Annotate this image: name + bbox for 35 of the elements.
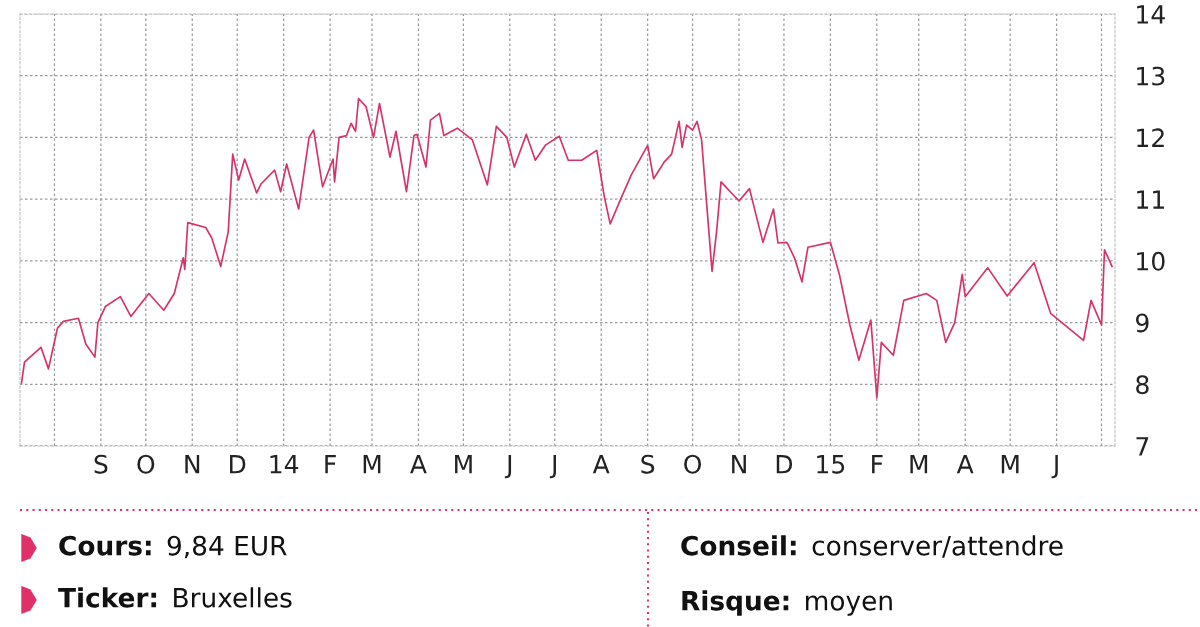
x-tick-label: J bbox=[504, 455, 512, 479]
text: Conseil: conserver/attendre bbox=[681, 535, 1063, 558]
y-tick-label: 11 bbox=[1137, 190, 1164, 209]
x-tick-label: A bbox=[410, 455, 427, 474]
x-tick-label: S bbox=[94, 454, 108, 474]
y-tick-label: 13 bbox=[1137, 66, 1165, 86]
x-tick-label: J bbox=[1051, 455, 1058, 479]
y-tick-label: 8 bbox=[1136, 375, 1149, 395]
x-tick-label: O bbox=[684, 454, 702, 474]
x-tick-label: F bbox=[872, 455, 883, 474]
x-tick-label: J bbox=[549, 455, 556, 479]
x-tick-label: M bbox=[910, 455, 928, 474]
x-tick-label: D bbox=[230, 455, 246, 474]
y-tick-label: 14 bbox=[1137, 5, 1165, 24]
x-tick-label: N bbox=[185, 455, 200, 474]
x-tick-label: D bbox=[776, 455, 793, 474]
x-tick-label: A bbox=[956, 455, 974, 474]
x-tick-label: O bbox=[137, 454, 155, 474]
x-tick-label: N bbox=[732, 455, 746, 474]
x-tick-label: F bbox=[325, 455, 336, 474]
x-tick-label: S bbox=[641, 454, 655, 474]
x-tick-label: 15 bbox=[817, 455, 845, 474]
line-series bbox=[20, 97, 1113, 399]
x-tick-label: M bbox=[363, 455, 381, 474]
y-tick-label: 7 bbox=[1136, 437, 1149, 456]
text: Ticker: Bruxelles bbox=[58, 587, 292, 608]
x-tick-label: 14 bbox=[270, 455, 299, 474]
y-tick-label: 9 bbox=[1136, 313, 1149, 333]
text: Cours: 9,84 EUR bbox=[59, 535, 287, 559]
x-tick-label: M bbox=[1001, 455, 1019, 474]
x-tick-label: A bbox=[592, 455, 610, 474]
y-tick-label: 10 bbox=[1137, 251, 1165, 271]
x-tick-label: M bbox=[455, 455, 472, 474]
y-tick-label: 12 bbox=[1137, 128, 1164, 147]
text: Risque: moyen bbox=[682, 590, 892, 616]
